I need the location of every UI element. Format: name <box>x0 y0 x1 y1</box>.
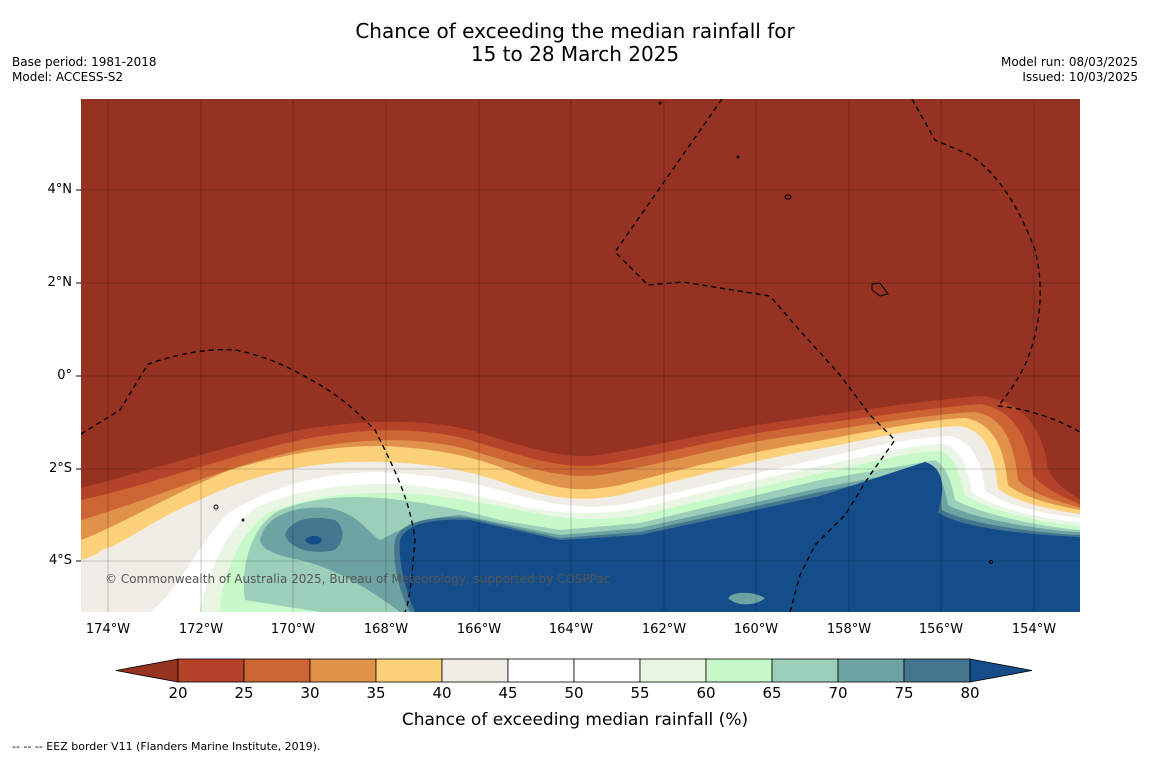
lat-label: 2°S <box>48 461 72 476</box>
model-run: Model run: 08/03/2025 <box>1000 55 1138 69</box>
colorbar-tick-label: 25 <box>234 684 254 702</box>
colorbar-tick-label: 40 <box>432 684 452 702</box>
colorbar-tick-label: 30 <box>300 684 320 702</box>
colorbar-tick-label: 50 <box>564 684 584 702</box>
band-small-blob <box>728 592 765 605</box>
colorbar-tick-label: 60 <box>696 684 716 702</box>
lon-label: 156°W <box>918 622 964 637</box>
colorbar-segment <box>375 658 443 683</box>
colorbar-tick-label: 55 <box>630 684 650 702</box>
lon-label: 170°W <box>270 622 316 637</box>
colorbar-tick-label: 75 <box>894 684 914 702</box>
lat-label: 0° <box>57 368 72 383</box>
base-period: Base period: 1981-2018 <box>12 55 157 69</box>
model-name: Model: ACCESS-S2 <box>12 70 124 84</box>
lon-label: 166°W <box>456 622 502 637</box>
colorbar-tick-label: 65 <box>762 684 782 702</box>
colorbar-segment <box>771 658 839 683</box>
band-small-beige <box>98 546 132 561</box>
copyright-text: © Commonwealth of Australia 2025, Bureau… <box>105 572 611 586</box>
title-line-2: 15 to 28 March 2025 <box>470 42 680 66</box>
colorbar-label: Chance of exceeding median rainfall (%) <box>401 710 749 730</box>
colorbar-segment <box>441 658 509 683</box>
lat-label: 4°S <box>48 553 72 568</box>
lon-label: 158°W <box>826 622 872 637</box>
lon-label: 168°W <box>363 622 409 637</box>
colorbar-tick-label: 70 <box>828 684 848 702</box>
colorbar-segment <box>177 658 245 683</box>
meta-left: Base period: 1981-2018 Model: ACCESS-S2 <box>12 55 157 85</box>
eez-borders <box>81 99 1080 612</box>
map-field <box>81 99 1080 612</box>
lat-label: 4°N <box>47 182 73 197</box>
colorbar-segment <box>309 658 377 683</box>
lon-label: 160°W <box>733 622 779 637</box>
lat-label: 2°N <box>47 275 73 290</box>
colorbar-tick-label: 20 <box>168 684 188 702</box>
issued-date: Issued: 10/03/2025 <box>1022 70 1138 84</box>
colorbar-tick-label: 45 <box>498 684 518 702</box>
grid-lines <box>81 99 1080 612</box>
colorbar-segment <box>639 658 707 683</box>
colorbar-extend-high <box>969 658 1033 683</box>
colorbar <box>115 658 1033 683</box>
lon-label: 172°W <box>178 622 224 637</box>
colorbar-segment <box>243 658 311 683</box>
lon-label: 154°W <box>1011 622 1057 637</box>
colorbar-segment <box>705 658 773 683</box>
lon-label: 164°W <box>548 622 594 637</box>
colorbar-segment <box>903 658 971 683</box>
colorbar-extend-low <box>115 658 179 683</box>
lon-label: 162°W <box>641 622 687 637</box>
colorbar-segment <box>837 658 905 683</box>
axis-ticks <box>76 189 81 562</box>
meta-right: Model run: 08/03/2025 Issued: 10/03/2025 <box>1001 55 1138 85</box>
islands <box>213 101 993 564</box>
lon-label: 174°W <box>85 622 131 637</box>
colorbar-tick-label: 80 <box>960 684 980 702</box>
colorbar-tick-label: 35 <box>366 684 386 702</box>
band-above-80 <box>305 462 1080 612</box>
eez-footnote: -- -- -- EEZ border V11 (Flanders Marine… <box>12 740 321 753</box>
colorbar-segment <box>507 658 575 683</box>
colorbar-segment <box>573 658 641 683</box>
title-line-1: Chance of exceeding the median rainfall … <box>355 19 795 43</box>
